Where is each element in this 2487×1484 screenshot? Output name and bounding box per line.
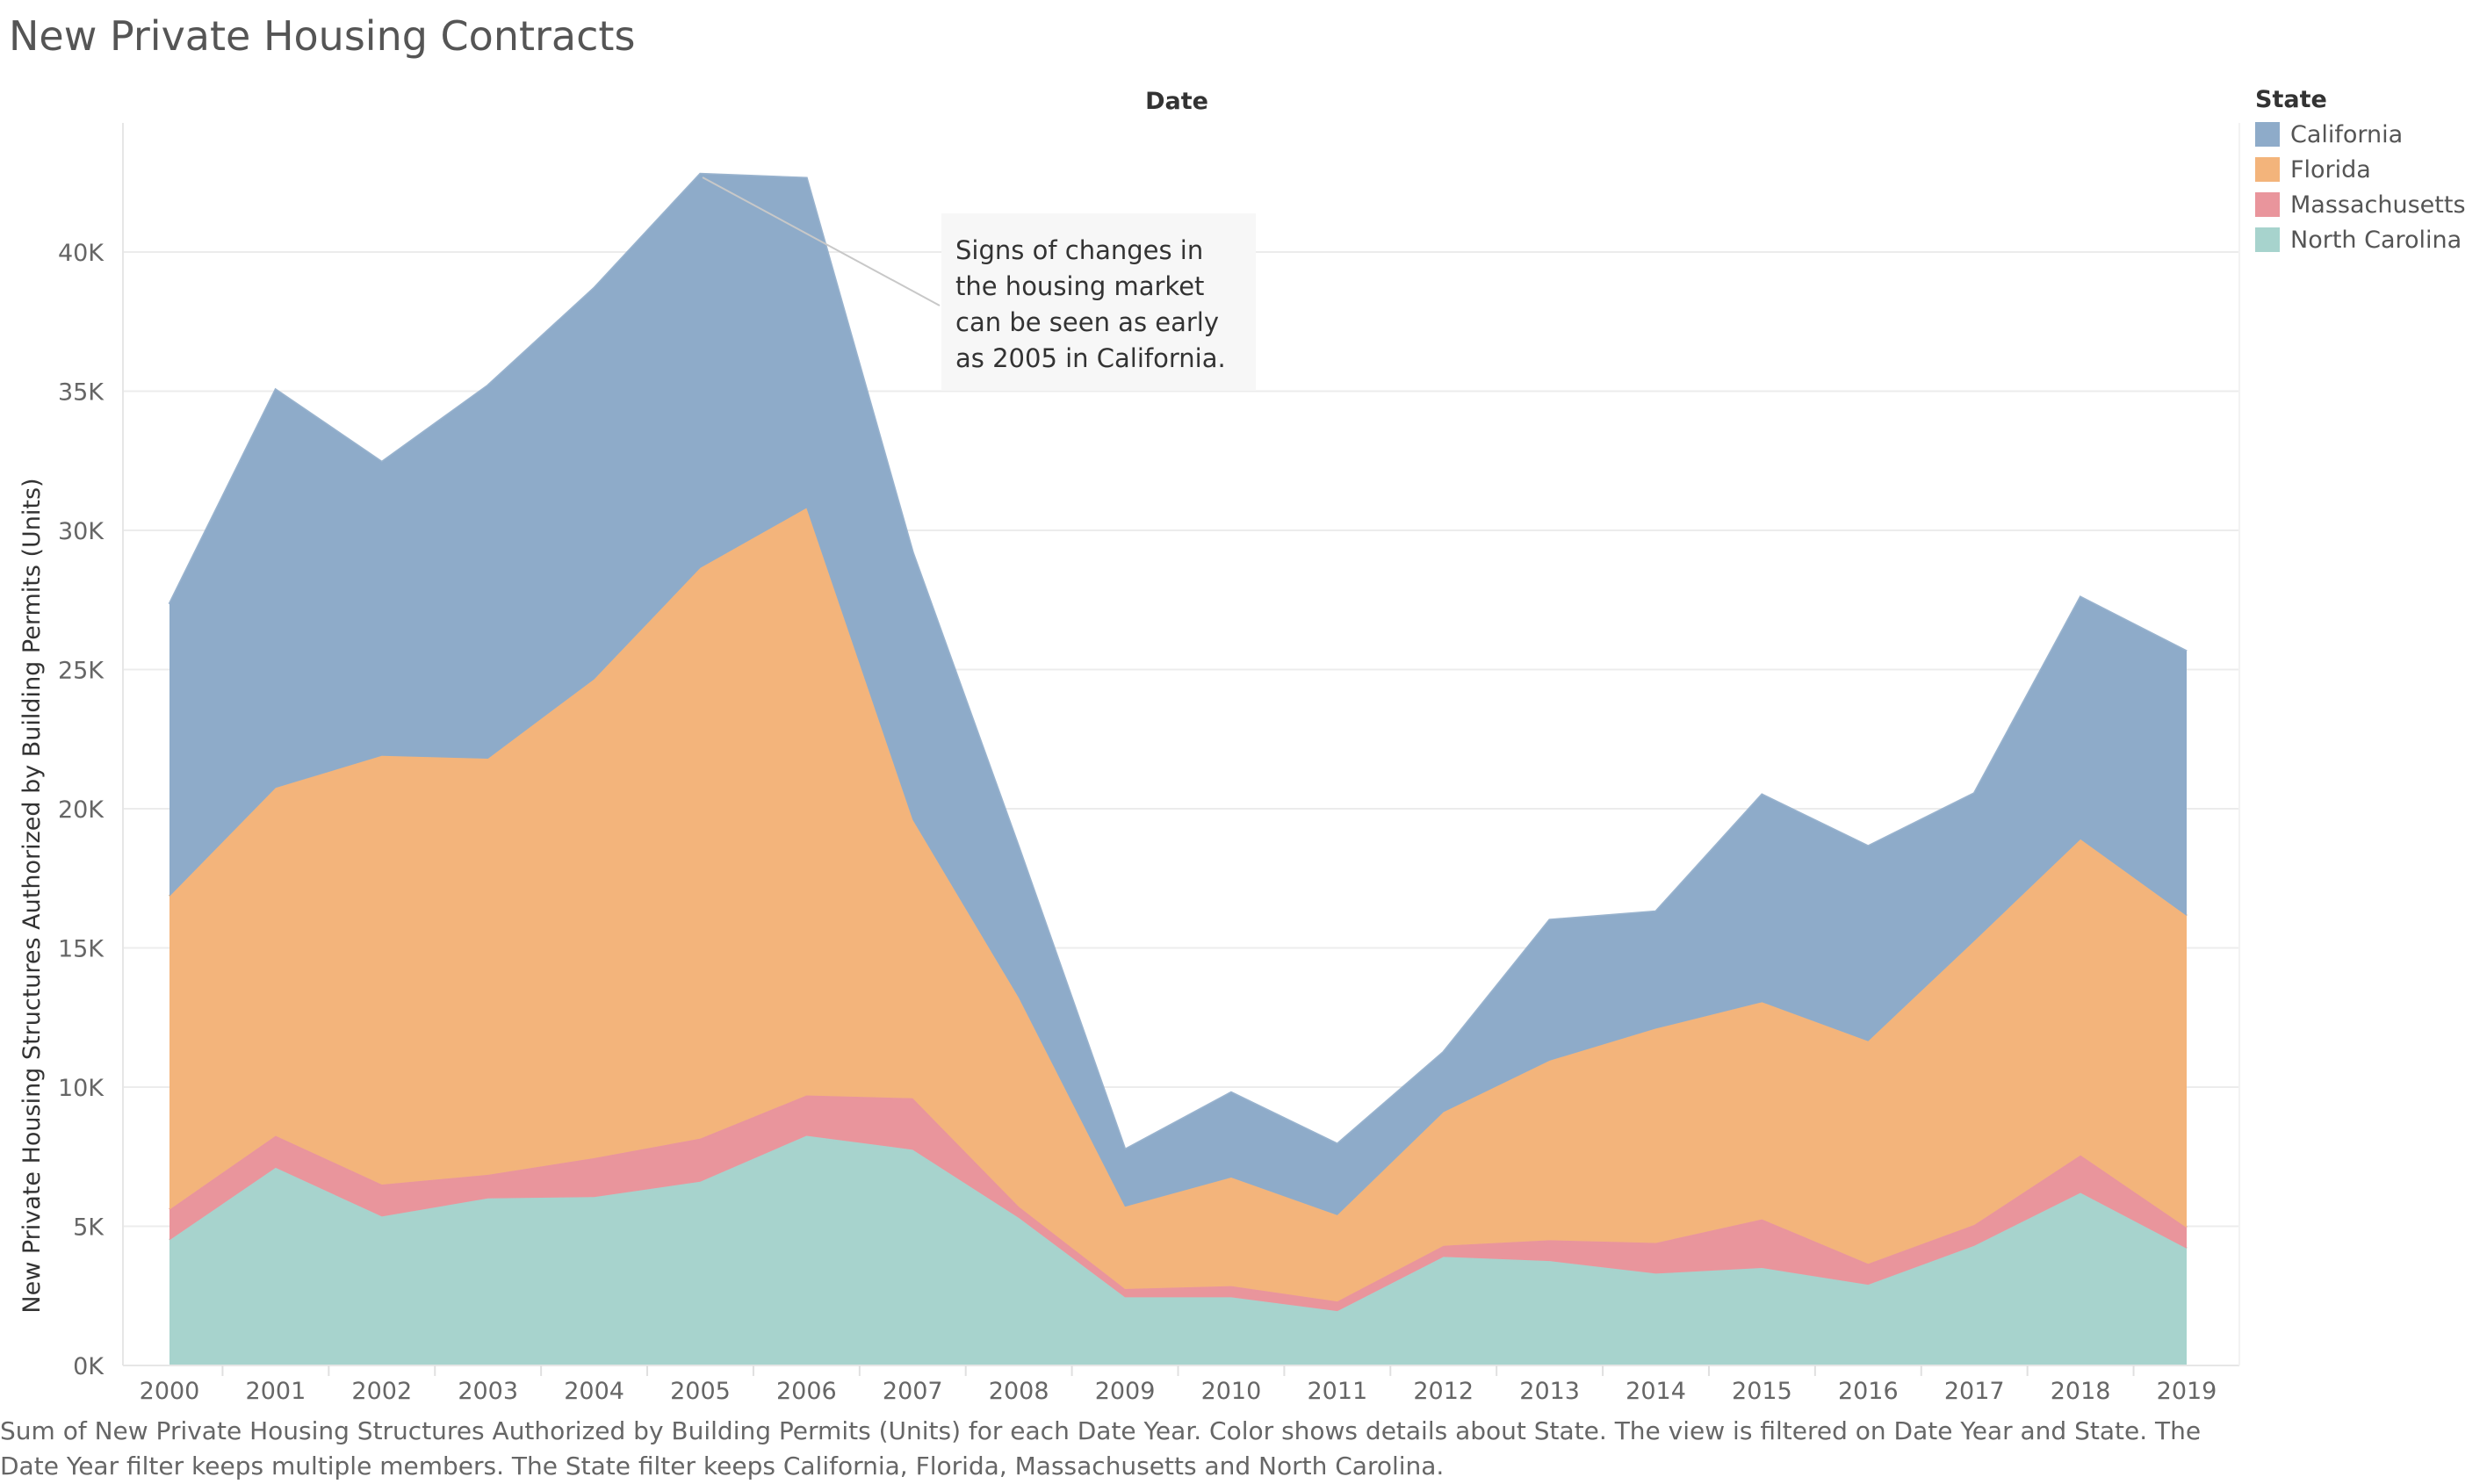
y-tick-labels: 0K 5K 10K 15K 20K 25K 30K 35K 40K [58, 240, 105, 1380]
annotation-leader-line [702, 176, 941, 306]
chart-caption: Sum of New Private Housing Structures Au… [0, 1416, 2202, 1480]
x-tick-label: 2000 [140, 1378, 200, 1405]
y-tick-label: 40K [58, 240, 105, 267]
area-edge-california [168, 172, 2188, 1152]
legend-item-north-carolina[interactable]: North Carolina [2255, 222, 2466, 257]
area-california [169, 174, 2187, 1215]
legend-swatch [2255, 192, 2280, 217]
x-tick-label: 2003 [458, 1378, 518, 1405]
legend-title: State [2255, 86, 2327, 113]
x-tick-label: 2009 [1095, 1378, 1156, 1405]
x-tick-label: 2015 [1732, 1378, 1792, 1405]
y-tick-label: 5K [73, 1214, 105, 1242]
x-tick-label: 2004 [564, 1378, 624, 1405]
axes [122, 123, 2240, 1366]
legend-swatch [2255, 227, 2280, 252]
legend-label: North Carolina [2290, 226, 2462, 254]
area-series [168, 172, 2188, 1365]
y-axis-label: New Private Housing Structures Authorize… [18, 478, 46, 1313]
legend-item-massachusetts[interactable]: Massachusetts [2255, 187, 2466, 222]
y-tick-label: 10K [58, 1075, 105, 1102]
top-axis-label: Date [1145, 88, 1208, 115]
legend-label: Massachusetts [2290, 191, 2466, 219]
page-title: New Private Housing Contracts [9, 12, 636, 60]
area-florida [169, 508, 2187, 1302]
legend-swatch [2255, 157, 2280, 182]
x-tick-labels: 2000 2001 2002 2003 2004 2005 2006 2007 2008 2009… [140, 1365, 2217, 1405]
y-tick-label: 20K [58, 796, 105, 824]
x-tick-label: 2019 [2157, 1378, 2217, 1405]
x-tick-label: 2008 [989, 1378, 1049, 1405]
y-tick-label: 25K [58, 658, 105, 685]
x-tick-label: 2002 [351, 1378, 412, 1405]
legend: State California Florida Massachusetts Nort… [2255, 86, 2466, 257]
y-tick-label: 35K [58, 379, 105, 407]
area-north-carolina [169, 1135, 2187, 1365]
x-tick-label: 2014 [1626, 1378, 1686, 1405]
x-tick-label: 2016 [1838, 1378, 1899, 1405]
area-massachusetts [169, 1095, 2187, 1312]
x-tick-label: 2013 [1519, 1378, 1580, 1405]
x-tick-label: 2012 [1413, 1378, 1474, 1405]
legend-item-florida[interactable]: Florida [2255, 152, 2466, 187]
x-tick-label: 2001 [246, 1378, 306, 1405]
annotation-box: Signs of changes in the housing market c… [941, 213, 1256, 391]
x-tick-label: 2017 [1944, 1378, 2005, 1405]
x-tick-label: 2005 [670, 1378, 731, 1405]
x-tick-label: 2018 [2051, 1378, 2111, 1405]
x-tick-label: 2007 [883, 1378, 943, 1405]
x-tick-label: 2011 [1307, 1378, 1367, 1405]
y-tick-label: 30K [58, 518, 105, 545]
legend-label: California [2290, 120, 2404, 148]
legend-label: Florida [2290, 155, 2371, 184]
y-tick-label: 15K [58, 936, 105, 963]
x-tick-label: 2010 [1201, 1378, 1262, 1405]
x-tick-label: 2006 [776, 1378, 837, 1405]
legend-swatch [2255, 122, 2280, 147]
y-tick-label: 0K [73, 1353, 105, 1380]
legend-item-california[interactable]: California [2255, 117, 2466, 152]
